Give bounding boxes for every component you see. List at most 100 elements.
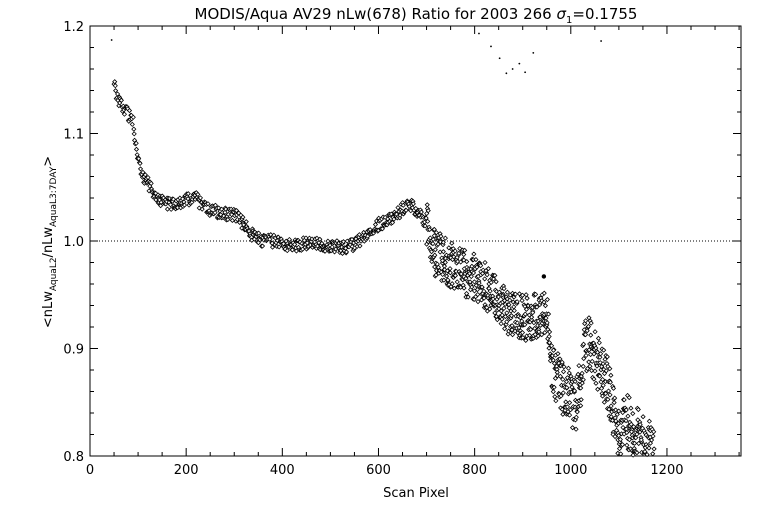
data-point [195, 191, 201, 197]
data-point [498, 308, 504, 314]
data-point [646, 445, 652, 451]
data-point [602, 356, 608, 362]
data-point [475, 299, 481, 305]
data-point [573, 426, 579, 432]
data-point [400, 202, 406, 208]
data-point [636, 440, 642, 447]
data-point [473, 257, 479, 263]
data-point [580, 341, 587, 347]
data-point [624, 429, 630, 436]
data-point [550, 389, 556, 395]
data-point [481, 288, 487, 294]
data-point [605, 388, 612, 394]
data-point [566, 370, 572, 376]
x-tick-label: 0 [86, 463, 94, 478]
data-point [624, 442, 630, 448]
data-point [514, 299, 520, 305]
data-point [474, 286, 481, 293]
data-point [473, 282, 479, 289]
data-point [129, 121, 135, 127]
data-point [508, 313, 515, 319]
data-point [512, 291, 519, 297]
data-point [623, 418, 629, 424]
data-point-filled [541, 274, 547, 279]
data-point [292, 241, 298, 248]
data-point [465, 294, 471, 300]
data-point [584, 328, 590, 334]
data-point [490, 296, 496, 302]
data-point [504, 319, 510, 325]
data-point [439, 258, 446, 264]
data-point [205, 201, 211, 207]
y-label-mid: /nLw [41, 227, 56, 258]
data-point [579, 370, 585, 376]
data-point [523, 337, 529, 343]
data-point [546, 333, 552, 340]
data-point [551, 360, 557, 366]
data-point [115, 91, 121, 97]
data-point [524, 295, 530, 301]
data-point [442, 259, 448, 266]
data-point [468, 273, 474, 280]
data-point [322, 248, 328, 254]
data-point [535, 318, 541, 324]
data-point [422, 223, 428, 229]
data-point [576, 363, 582, 369]
data-point [564, 385, 570, 391]
data-point [440, 249, 446, 255]
data-point [625, 413, 631, 419]
data-point [585, 365, 591, 372]
data-point [522, 311, 528, 317]
data-point [619, 442, 626, 448]
data-point [476, 280, 482, 286]
data-point [325, 238, 331, 244]
data-point [259, 243, 266, 249]
data-point [600, 361, 606, 367]
data-point [634, 431, 640, 437]
data-point [168, 206, 174, 212]
data-point [541, 299, 547, 305]
outlier-point [490, 45, 492, 48]
data-point [435, 241, 441, 247]
outlier-point [498, 57, 501, 60]
data-point [628, 421, 634, 427]
data-point [607, 379, 613, 385]
data-point [594, 363, 600, 369]
data-point [651, 446, 657, 452]
data-point [547, 329, 553, 335]
data-point [240, 214, 246, 220]
data-point [630, 452, 636, 458]
data-point [496, 289, 502, 295]
data-point [501, 305, 507, 311]
data-point [449, 281, 455, 287]
x-tick-label: 1000 [554, 463, 587, 478]
data-point [413, 205, 419, 212]
data-point [597, 354, 603, 360]
outlier-point [478, 32, 480, 35]
data-point [484, 272, 490, 278]
data-point [131, 126, 137, 132]
data-point [621, 397, 627, 403]
data-point [121, 111, 128, 117]
data-point [514, 320, 520, 326]
data-point [567, 412, 573, 418]
data-point [488, 279, 494, 286]
data-point [608, 414, 614, 420]
chart-title-main: MODIS/Aqua AV29 nLw(678) Ratio for 2003 … [195, 5, 557, 23]
data-point [519, 297, 525, 304]
data-point [604, 354, 610, 360]
data-point [507, 297, 513, 303]
data-point [519, 330, 526, 336]
y-label-prefix: <nLw [41, 291, 56, 328]
data-point [440, 271, 446, 278]
data-point [478, 263, 484, 269]
data-point [212, 210, 218, 216]
data-point [479, 284, 485, 290]
data-point [517, 315, 523, 321]
chart-title-sigma-sub: 1 [566, 15, 572, 26]
data-point [431, 226, 437, 233]
data-point [626, 437, 632, 443]
data-point [357, 243, 363, 249]
data-point [403, 207, 409, 213]
data-point [461, 251, 467, 258]
